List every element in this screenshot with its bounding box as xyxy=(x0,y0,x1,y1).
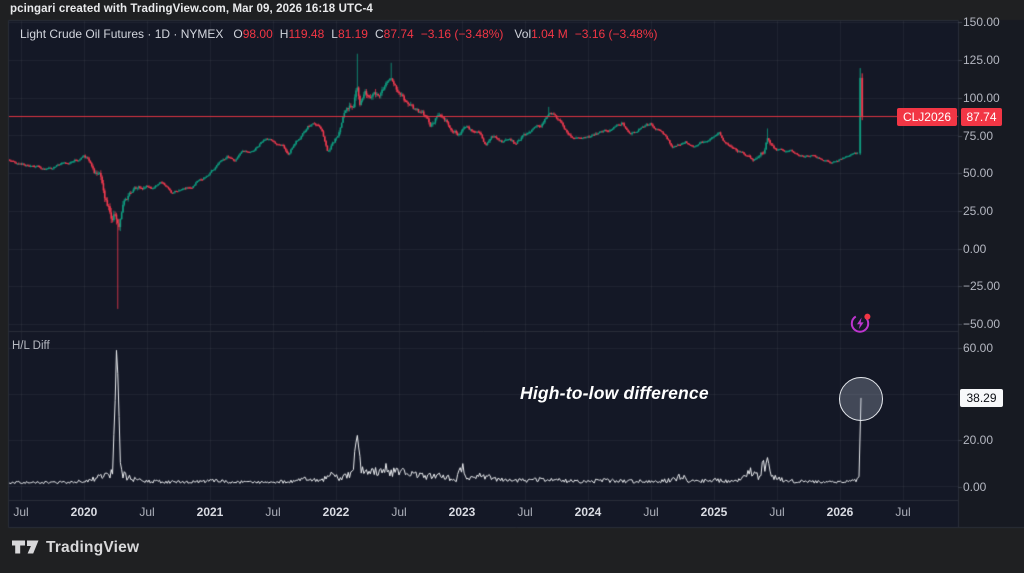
legend: Light Crude Oil Futures · 1D · NYMEX O98… xyxy=(20,27,658,41)
time-axis-label: 2025 xyxy=(700,505,728,519)
axis-label: 150.00 xyxy=(963,15,1000,29)
tradingview-logo[interactable]: TradingView xyxy=(12,538,139,557)
ohlc-close: C87.74 xyxy=(374,27,414,41)
annotation-text: High-to-low difference xyxy=(520,383,709,403)
time-axis-label: 2023 xyxy=(448,505,476,519)
axis-label: 50.00 xyxy=(963,166,994,180)
time-axis-label: Jul xyxy=(517,505,533,519)
axis-label: −50.00 xyxy=(963,317,1001,331)
volume-change: −3.16 (−3.48%) xyxy=(574,27,658,41)
ohlc-high: H119.48 xyxy=(279,27,325,41)
time-axis-label: Jul xyxy=(265,505,281,519)
tradingview-logo-mark xyxy=(12,540,39,554)
axis-label: 75.00 xyxy=(963,129,994,143)
axis-label: 0.00 xyxy=(963,480,987,494)
axis-label: −25.00 xyxy=(963,279,1001,293)
symbol-title[interactable]: Light Crude Oil Futures · 1D · NYMEX xyxy=(20,27,224,41)
axis-label: 25.00 xyxy=(963,204,994,218)
notification-dot xyxy=(864,313,871,320)
attribution-text: pcingari created with TradingView.com, M… xyxy=(10,3,373,15)
hl-diff-value-badge: 38.29 xyxy=(960,389,1003,407)
ohlc-low: L81.19 xyxy=(331,27,368,41)
last-price-badge: 87.74 xyxy=(961,108,1002,126)
hl-diff-indicator-label[interactable]: H/L Diff xyxy=(12,340,50,352)
contract-label-badge: CLJ2026 xyxy=(897,108,957,126)
axis-label: 100.00 xyxy=(963,91,1000,105)
time-axis-label: Jul xyxy=(895,505,911,519)
time-axis-label: 2021 xyxy=(196,505,224,519)
time-axis-label: Jul xyxy=(139,505,155,519)
volume-group: Vol1.04 M xyxy=(514,27,568,41)
price-change: −3.16 (−3.48%) xyxy=(420,27,504,41)
ohlc-open: O98.00 xyxy=(233,27,273,41)
time-axis-label: Jul xyxy=(643,505,659,519)
spike-highlight-circle xyxy=(839,377,883,421)
time-axis-label: Jul xyxy=(13,505,29,519)
time-axis-label: 2022 xyxy=(322,505,350,519)
time-axis-label: Jul xyxy=(769,505,785,519)
axis-label: 60.00 xyxy=(963,341,994,355)
boost-lightning-icon[interactable] xyxy=(849,311,873,335)
time-axis-label: 2024 xyxy=(574,505,602,519)
time-axis-label: Jul xyxy=(391,505,407,519)
axis-label: 125.00 xyxy=(963,53,1000,67)
axis-label: 0.00 xyxy=(963,242,987,256)
time-axis-label: 2026 xyxy=(826,505,854,519)
brand-text: TradingView xyxy=(46,538,140,556)
time-axis-label: 2020 xyxy=(70,505,98,519)
axis-label: 20.00 xyxy=(963,433,994,447)
